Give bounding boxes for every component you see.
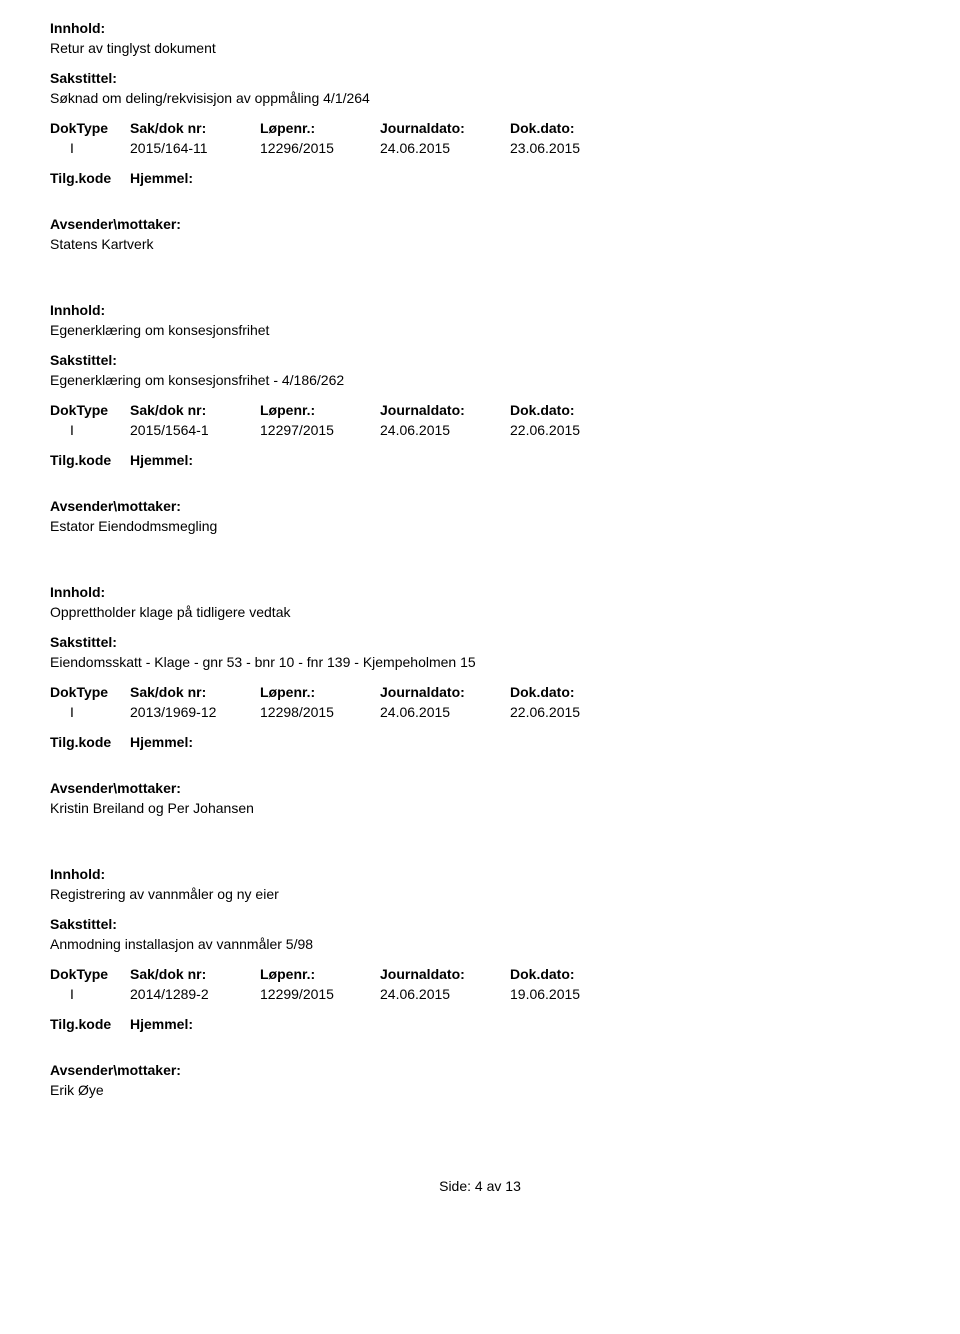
avsender-label: Avsender\mottaker: — [50, 780, 910, 796]
col-journal-value: 24.06.2015 — [380, 986, 510, 1002]
col-saknr-header: Sak/dok nr: — [130, 402, 260, 418]
tilgkode-label: Tilg.kode — [50, 734, 130, 750]
sakstittel-text: Eiendomsskatt - Klage - gnr 53 - bnr 10 … — [50, 654, 910, 670]
col-lopenr-value: 12298/2015 — [260, 704, 380, 720]
col-dokdato-header: Dok.dato: — [510, 402, 640, 418]
col-lopenr-header: Løpenr.: — [260, 402, 380, 418]
innhold-text: Retur av tinglyst dokument — [50, 40, 910, 56]
col-doktype-value: I — [50, 140, 130, 156]
col-saknr-header: Sak/dok nr: — [130, 684, 260, 700]
col-saknr-header: Sak/dok nr: — [130, 966, 260, 982]
col-dokdato-value: 22.06.2015 — [510, 704, 640, 720]
sakstittel-text: Anmodning installasjon av vannmåler 5/98 — [50, 936, 910, 952]
col-journal-value: 24.06.2015 — [380, 422, 510, 438]
journal-entry: Innhold: Egenerklæring om konsesjonsfrih… — [50, 302, 910, 534]
col-dokdato-value: 22.06.2015 — [510, 422, 640, 438]
hjemmel-label: Hjemmel: — [130, 170, 193, 186]
sakstittel-label: Sakstittel: — [50, 70, 910, 86]
innhold-text: Opprettholder klage på tidligere vedtak — [50, 604, 910, 620]
col-doktype-value: I — [50, 704, 130, 720]
page-total: 13 — [505, 1178, 521, 1194]
col-saknr-value: 2015/164-11 — [130, 140, 260, 156]
sakstittel-label: Sakstittel: — [50, 916, 910, 932]
col-journal-header: Journaldato: — [380, 120, 510, 136]
avsender-text: Erik Øye — [50, 1082, 910, 1098]
tilgkode-row: Tilg.kode Hjemmel: — [50, 734, 910, 750]
avsender-label: Avsender\mottaker: — [50, 1062, 910, 1078]
col-lopenr-value: 12296/2015 — [260, 140, 380, 156]
avsender-label: Avsender\mottaker: — [50, 498, 910, 514]
col-journal-header: Journaldato: — [380, 966, 510, 982]
avsender-text: Estator Eiendodmsmegling — [50, 518, 910, 534]
innhold-label: Innhold: — [50, 20, 910, 36]
col-lopenr-header: Løpenr.: — [260, 684, 380, 700]
sakstittel-text: Søknad om deling/rekvisisjon av oppmålin… — [50, 90, 910, 106]
col-journal-value: 24.06.2015 — [380, 140, 510, 156]
table-data-row: I 2015/164-11 12296/2015 24.06.2015 23.0… — [50, 140, 910, 156]
hjemmel-label: Hjemmel: — [130, 1016, 193, 1032]
innhold-label: Innhold: — [50, 584, 910, 600]
avsender-text: Statens Kartverk — [50, 236, 910, 252]
tilgkode-row: Tilg.kode Hjemmel: — [50, 452, 910, 468]
table-header-row: DokType Sak/dok nr: Løpenr.: Journaldato… — [50, 120, 910, 136]
tilgkode-row: Tilg.kode Hjemmel: — [50, 1016, 910, 1032]
table-data-row: I 2014/1289-2 12299/2015 24.06.2015 19.0… — [50, 986, 910, 1002]
journal-entry: Innhold: Registrering av vannmåler og ny… — [50, 866, 910, 1098]
entries-container: Innhold: Retur av tinglyst dokument Saks… — [50, 20, 910, 1098]
col-doktype-header: DokType — [50, 966, 130, 982]
table-header-row: DokType Sak/dok nr: Løpenr.: Journaldato… — [50, 966, 910, 982]
innhold-text: Egenerklæring om konsesjonsfrihet — [50, 322, 910, 338]
col-lopenr-value: 12297/2015 — [260, 422, 380, 438]
innhold-text: Registrering av vannmåler og ny eier — [50, 886, 910, 902]
tilgkode-label: Tilg.kode — [50, 170, 130, 186]
col-dokdato-header: Dok.dato: — [510, 120, 640, 136]
col-journal-header: Journaldato: — [380, 684, 510, 700]
avsender-text: Kristin Breiland og Per Johansen — [50, 800, 910, 816]
col-lopenr-value: 12299/2015 — [260, 986, 380, 1002]
col-doktype-value: I — [50, 422, 130, 438]
tilgkode-label: Tilg.kode — [50, 1016, 130, 1032]
sakstittel-label: Sakstittel: — [50, 352, 910, 368]
page-current: 4 — [475, 1178, 483, 1194]
tilgkode-label: Tilg.kode — [50, 452, 130, 468]
hjemmel-label: Hjemmel: — [130, 452, 193, 468]
col-dokdato-header: Dok.dato: — [510, 684, 640, 700]
hjemmel-label: Hjemmel: — [130, 734, 193, 750]
avsender-label: Avsender\mottaker: — [50, 216, 910, 232]
col-journal-header: Journaldato: — [380, 402, 510, 418]
col-doktype-value: I — [50, 986, 130, 1002]
col-dokdato-value: 19.06.2015 — [510, 986, 640, 1002]
col-saknr-value: 2015/1564-1 — [130, 422, 260, 438]
col-doktype-header: DokType — [50, 402, 130, 418]
sakstittel-label: Sakstittel: — [50, 634, 910, 650]
col-lopenr-header: Løpenr.: — [260, 966, 380, 982]
table-data-row: I 2015/1564-1 12297/2015 24.06.2015 22.0… — [50, 422, 910, 438]
col-journal-value: 24.06.2015 — [380, 704, 510, 720]
col-dokdato-header: Dok.dato: — [510, 966, 640, 982]
table-data-row: I 2013/1969-12 12298/2015 24.06.2015 22.… — [50, 704, 910, 720]
tilgkode-row: Tilg.kode Hjemmel: — [50, 170, 910, 186]
journal-entry: Innhold: Opprettholder klage på tidliger… — [50, 584, 910, 816]
col-saknr-value: 2013/1969-12 — [130, 704, 260, 720]
sakstittel-text: Egenerklæring om konsesjonsfrihet - 4/18… — [50, 372, 910, 388]
col-saknr-value: 2014/1289-2 — [130, 986, 260, 1002]
col-lopenr-header: Løpenr.: — [260, 120, 380, 136]
table-header-row: DokType Sak/dok nr: Løpenr.: Journaldato… — [50, 402, 910, 418]
page-sep: av — [487, 1178, 502, 1194]
col-doktype-header: DokType — [50, 684, 130, 700]
innhold-label: Innhold: — [50, 866, 910, 882]
col-dokdato-value: 23.06.2015 — [510, 140, 640, 156]
page-footer: Side: 4 av 13 — [50, 1178, 910, 1194]
side-label: Side: — [439, 1178, 471, 1194]
innhold-label: Innhold: — [50, 302, 910, 318]
col-saknr-header: Sak/dok nr: — [130, 120, 260, 136]
journal-entry: Innhold: Retur av tinglyst dokument Saks… — [50, 20, 910, 252]
table-header-row: DokType Sak/dok nr: Løpenr.: Journaldato… — [50, 684, 910, 700]
col-doktype-header: DokType — [50, 120, 130, 136]
